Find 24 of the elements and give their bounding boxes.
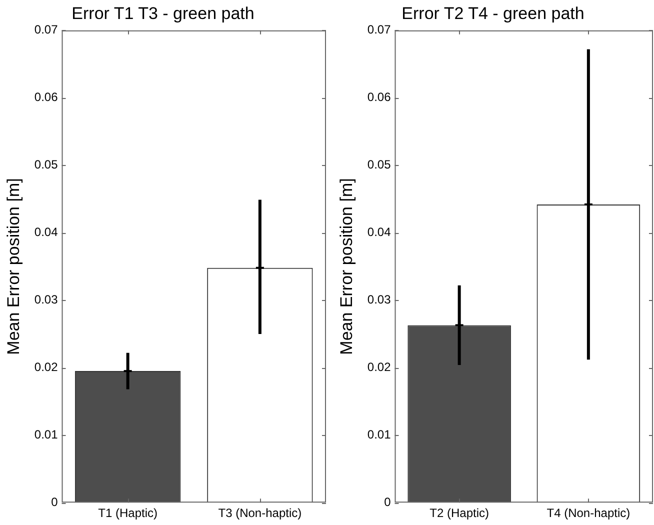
y-tick-label: 0.02 [367, 360, 392, 374]
y-tick-label: 0.06 [367, 90, 392, 104]
chart-title: Error T1 T3 - green path [72, 4, 254, 23]
y-tick-label: 0.05 [34, 158, 58, 172]
x-tick-label: T2 (Haptic) [430, 506, 489, 520]
y-tick-label: 0 [384, 494, 392, 509]
y-tick-label: 0.03 [34, 292, 58, 307]
y-tick-label: 0.05 [367, 158, 392, 172]
y-tick-label: 0 [51, 494, 58, 509]
y-tick-label: 0.06 [34, 90, 58, 104]
y-tick-label: 0.04 [34, 225, 58, 240]
y-tick-label: 0.07 [34, 22, 58, 37]
chart-title: Error T2 T4 - green path [402, 4, 584, 23]
y-tick-label: 0.01 [367, 427, 392, 442]
y-tick-label: 0.03 [367, 292, 392, 307]
x-tick-label: T4 (Non-haptic) [546, 506, 630, 520]
y-tick-label: 0.07 [367, 22, 392, 37]
x-tick-label: T1 (Haptic) [98, 506, 158, 520]
x-tick-label: T3 (Non-haptic) [218, 506, 302, 520]
y-axis-title: Mean Error position [m] [336, 178, 356, 355]
y-tick-label: 0.02 [34, 360, 58, 374]
y-tick-label: 0.04 [367, 225, 392, 240]
y-tick-label: 0.01 [34, 427, 58, 442]
y-axis-title: Mean Error position [m] [4, 178, 23, 355]
